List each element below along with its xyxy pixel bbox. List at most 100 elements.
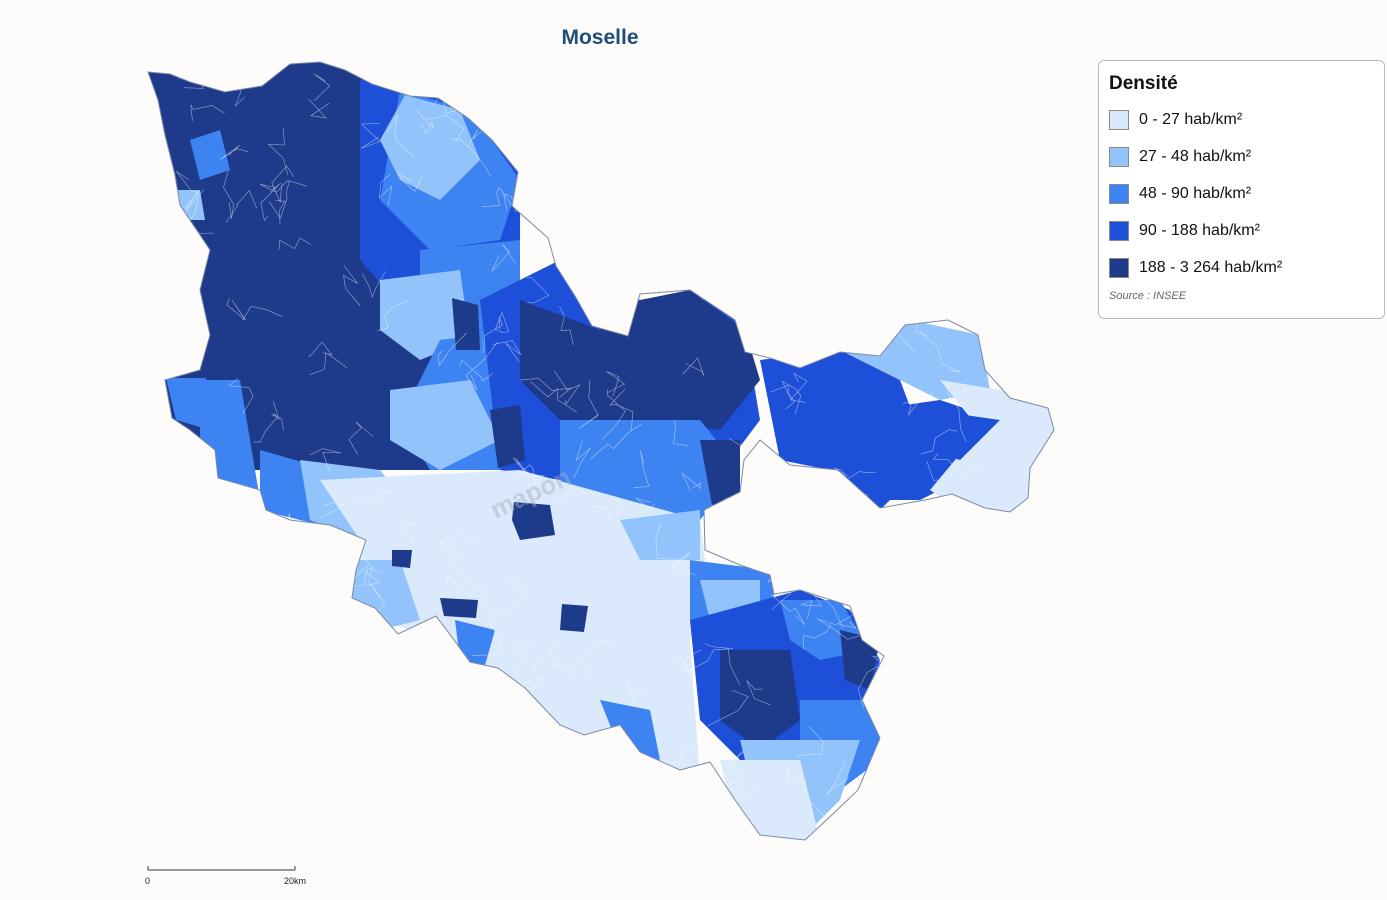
scale-bar	[147, 866, 296, 871]
commune-border	[357, 62, 392, 66]
commune-border	[228, 378, 254, 414]
commune-border	[674, 132, 701, 146]
commune-border	[387, 773, 444, 794]
commune-border	[353, 633, 386, 661]
commune-border	[155, 190, 172, 210]
commune-border	[861, 539, 885, 568]
commune-border	[781, 380, 802, 415]
commune-border	[965, 658, 1007, 693]
commune-border	[445, 575, 487, 604]
commune-border	[494, 311, 510, 333]
commune-border	[320, 607, 337, 633]
commune-border	[257, 623, 275, 644]
commune-border	[395, 776, 431, 801]
commune-border	[862, 777, 895, 809]
commune-border	[674, 649, 702, 678]
commune-border	[920, 429, 958, 455]
density-zone	[392, 550, 412, 568]
commune-border	[180, 62, 215, 83]
commune-border	[465, 341, 499, 391]
commune-border	[163, 449, 186, 480]
commune-border	[681, 472, 702, 492]
commune-border	[1018, 244, 1053, 265]
commune-border	[398, 173, 423, 192]
commune-border	[148, 338, 160, 374]
commune-border	[809, 162, 851, 213]
commune-border	[628, 68, 650, 97]
commune-border	[512, 457, 545, 478]
commune-border	[285, 550, 321, 567]
commune-border	[519, 378, 572, 398]
commune-border	[579, 234, 620, 253]
commune-border	[314, 535, 334, 554]
commune-border	[573, 440, 591, 478]
legend-label-0: 0 - 27 hab/km²	[1139, 110, 1243, 128]
commune-border	[492, 340, 522, 362]
commune-border	[830, 314, 848, 330]
commune-border	[253, 414, 278, 443]
commune-border	[902, 391, 936, 416]
commune-border	[258, 626, 276, 672]
commune-border	[241, 305, 283, 320]
commune-border	[546, 116, 582, 129]
commune-border	[1019, 667, 1054, 684]
density-zone	[560, 604, 588, 632]
commune-border	[309, 352, 348, 375]
commune-border	[377, 299, 409, 331]
commune-border	[259, 180, 307, 193]
commune-border	[343, 264, 361, 307]
commune-border	[676, 767, 700, 785]
commune-border	[360, 123, 381, 149]
commune-border	[278, 237, 311, 250]
density-zone	[720, 650, 800, 750]
density-zone	[700, 440, 740, 505]
commune-border	[924, 610, 945, 638]
commune-border	[944, 571, 961, 595]
commune-border	[378, 174, 393, 207]
commune-border	[682, 357, 705, 377]
commune-border	[811, 175, 849, 197]
commune-border	[532, 636, 559, 669]
commune-border	[148, 631, 175, 652]
commune-border	[863, 62, 903, 73]
legend-source: Source : INSEE	[1109, 290, 1187, 302]
commune-border	[896, 631, 917, 663]
density-zone	[452, 298, 480, 350]
commune-border	[964, 151, 989, 184]
commune-border	[482, 186, 514, 208]
density-zone	[440, 598, 478, 618]
commune-border	[770, 594, 806, 626]
legend-item-1: 27 - 48 hab/km²	[1109, 138, 1374, 175]
commune-border	[513, 149, 531, 173]
commune-border	[816, 618, 867, 640]
commune-border	[635, 497, 655, 510]
commune-border	[946, 384, 967, 442]
commune-border	[945, 634, 965, 660]
commune-border	[733, 141, 768, 173]
commune-border	[928, 239, 941, 276]
commune-border	[459, 359, 494, 382]
density-zone	[600, 700, 660, 760]
density-zone	[620, 510, 700, 560]
legend-item-2: 48 - 90 hab/km²	[1109, 175, 1374, 212]
commune-border	[726, 226, 750, 262]
commune-border	[259, 655, 279, 679]
scale-end-label: 20km	[284, 876, 307, 886]
commune-border	[796, 726, 824, 757]
commune-border	[880, 227, 905, 257]
commune-border	[827, 222, 846, 246]
commune-border	[582, 261, 603, 292]
commune-border	[581, 797, 604, 815]
commune-border	[654, 151, 700, 163]
commune-border	[918, 659, 966, 688]
commune-border	[209, 777, 235, 800]
density-zone	[930, 380, 1054, 520]
legend: Densité 0 - 27 hab/km² 27 - 48 hab/km² 4…	[1098, 60, 1385, 319]
commune-border	[514, 464, 537, 493]
map-title: Moselle	[561, 26, 639, 49]
commune-border	[554, 370, 581, 406]
commune-border	[530, 381, 577, 413]
commune-border	[272, 400, 284, 431]
commune-border	[813, 252, 849, 260]
commune-border	[309, 448, 342, 472]
